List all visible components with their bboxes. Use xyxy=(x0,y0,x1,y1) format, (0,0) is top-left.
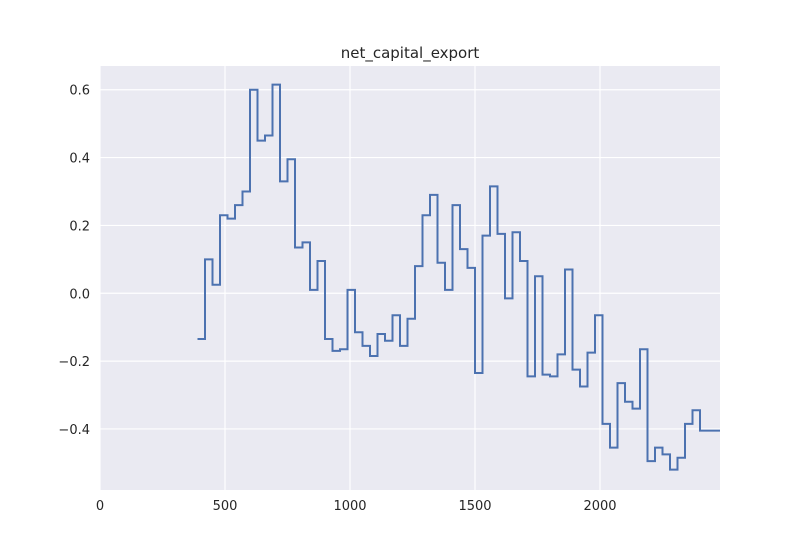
y-tick-label: 0.6 xyxy=(69,84,90,99)
plot-background xyxy=(100,66,720,490)
y-tick-label: 0.2 xyxy=(69,219,90,234)
x-tick-label: 2000 xyxy=(583,499,616,514)
grid xyxy=(99,66,720,490)
x-tick-label: 1500 xyxy=(458,499,491,514)
y-tick-label: −0.2 xyxy=(58,355,90,370)
y-tick-label: −0.4 xyxy=(58,423,90,438)
chart-title: net_capital_export xyxy=(341,44,480,63)
y-tick-label: 0.0 xyxy=(69,287,90,302)
x-tick-label: 500 xyxy=(213,499,238,514)
series-group xyxy=(197,83,720,471)
x-axis-ticks: 0 500 1000 1500 2000 xyxy=(96,499,617,514)
x-tick-label: 0 xyxy=(96,499,104,514)
x-tick-label: 1000 xyxy=(333,499,366,514)
y-tick-label: 0.4 xyxy=(69,152,90,167)
y-axis-ticks: −0.4 −0.2 0.0 0.2 0.4 0.6 xyxy=(58,84,90,438)
series-step-line xyxy=(197,83,720,471)
